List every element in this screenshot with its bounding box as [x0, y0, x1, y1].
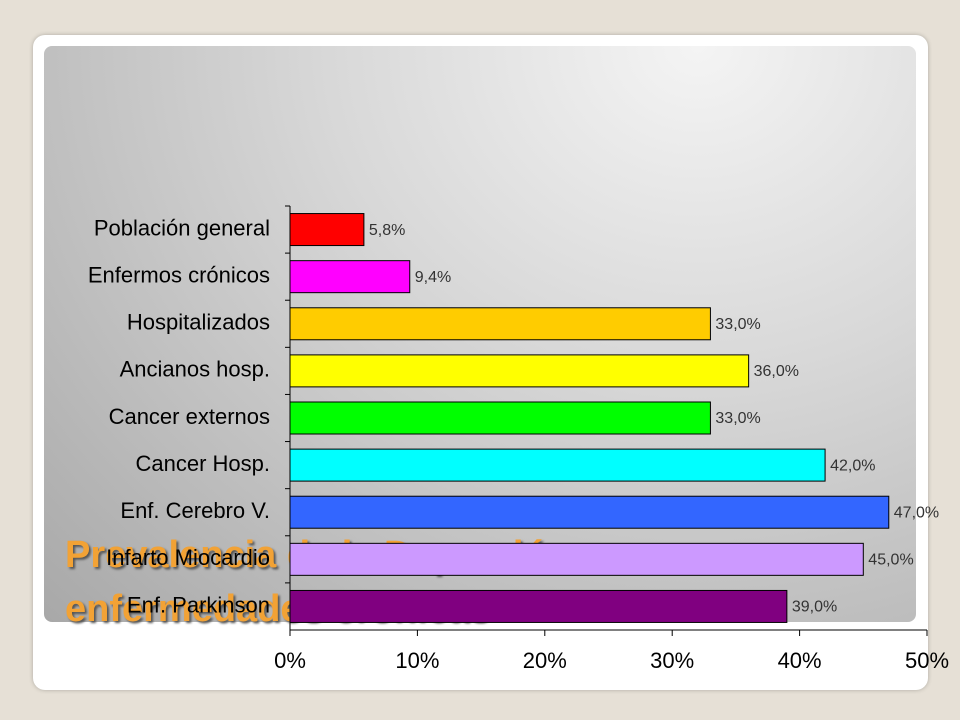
bar — [289, 354, 750, 388]
value-label: 39,0% — [792, 599, 837, 616]
x-tick-label: 20% — [523, 648, 567, 673]
value-label: 9,4% — [415, 269, 451, 286]
value-label: 47,0% — [894, 504, 939, 521]
bar — [289, 589, 788, 623]
bar — [289, 307, 711, 341]
x-tick-label: 0% — [274, 648, 306, 673]
category-label: Infarto Miocardio — [106, 545, 270, 570]
category-label: Ancianos hosp. — [120, 357, 270, 382]
bar — [289, 213, 365, 247]
value-label: 42,0% — [830, 457, 875, 474]
category-label: Cancer externos — [109, 404, 270, 429]
x-tick-label: 30% — [650, 648, 694, 673]
x-tick-label: 10% — [395, 648, 439, 673]
bar — [289, 401, 711, 435]
bar — [289, 260, 411, 294]
category-label: Enf. Parkinson — [127, 592, 270, 617]
value-label: 33,0% — [715, 410, 760, 427]
bar — [289, 542, 864, 576]
value-label: 5,8% — [369, 222, 405, 239]
x-tick-label: 40% — [778, 648, 822, 673]
bar — [289, 448, 826, 482]
value-label: 45,0% — [868, 552, 913, 569]
category-label: Población general — [94, 215, 270, 240]
category-label: Cancer Hosp. — [135, 451, 270, 476]
category-label: Hospitalizados — [127, 310, 270, 335]
category-label: Enf. Cerebro V. — [120, 498, 270, 523]
value-label: 33,0% — [715, 316, 760, 333]
category-label: Enfermos crónicos — [88, 262, 270, 287]
bar — [289, 495, 890, 529]
value-label: 36,0% — [754, 363, 799, 380]
x-tick-label: 50% — [905, 648, 949, 673]
